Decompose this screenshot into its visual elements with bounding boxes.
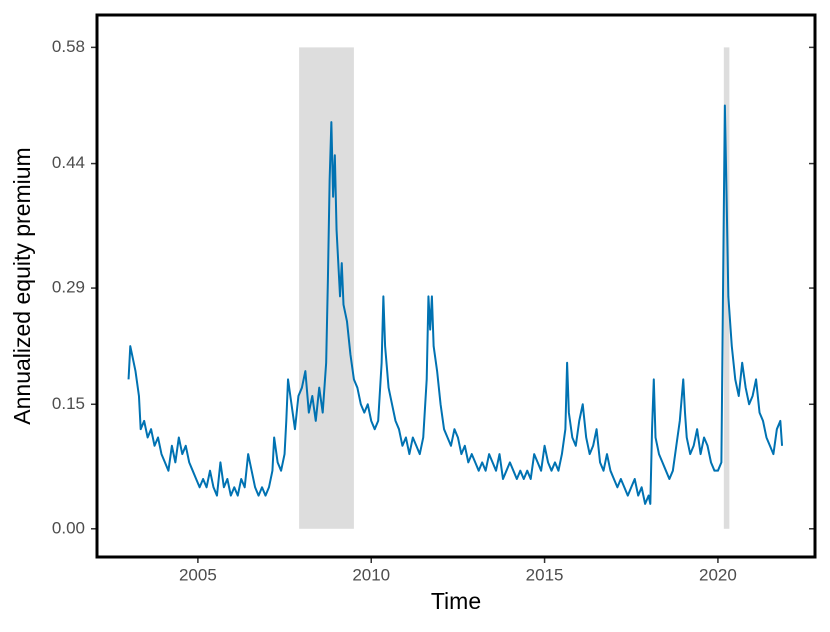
line-series [127, 104, 784, 505]
x-tick-label: 2010 [352, 565, 390, 584]
x-tick-label: 2015 [526, 565, 564, 584]
plot-border [95, 13, 817, 559]
y-tick-label: 0.44 [52, 153, 85, 172]
y-axis-title: Annualized equity premium [9, 147, 35, 424]
y-tick-label: 0.58 [52, 37, 85, 56]
x-tick-label: 2020 [699, 565, 737, 584]
y-tick-label: 0.00 [52, 518, 85, 537]
shaded-region [723, 47, 730, 529]
y-tick-label: 0.15 [52, 394, 85, 413]
x-axis-title: Time [431, 588, 481, 614]
shaded-region [299, 47, 354, 529]
y-tick-label: 0.29 [52, 278, 85, 297]
x-tick-label: 2005 [179, 565, 217, 584]
